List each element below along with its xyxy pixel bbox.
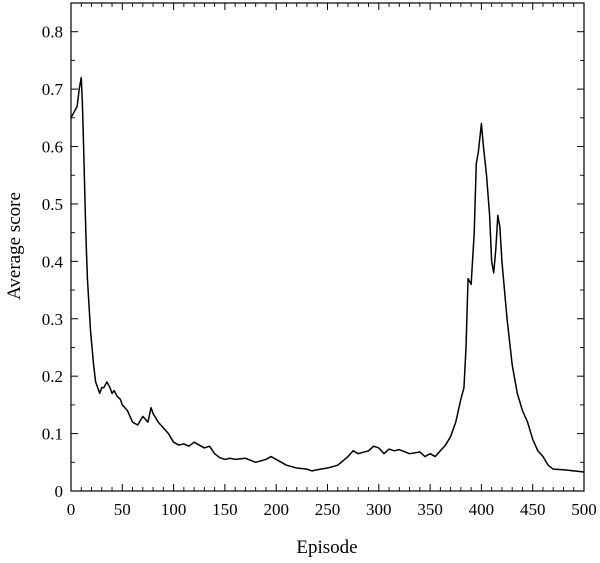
y-tick-label: 0.4 xyxy=(42,252,64,271)
y-tick-label: 0.7 xyxy=(42,80,64,99)
x-tick-label: 350 xyxy=(417,500,443,519)
plot-border xyxy=(70,2,585,492)
series-line-1 xyxy=(70,76,585,473)
y-tick-label: 0.5 xyxy=(42,195,63,214)
ticks-layer: 0 50 100 150 200 250 300 350 400 450 500 0 0.1 0.2 0.3… xyxy=(42,3,597,519)
y-tick-label: 0.8 xyxy=(42,23,63,42)
y-tick-label: 0.6 xyxy=(42,138,63,157)
x-tick-label: 400 xyxy=(469,500,495,519)
x-tick-label: 450 xyxy=(520,500,546,519)
x-tick-label: 150 xyxy=(212,500,238,519)
y-tick-label: 0 xyxy=(55,482,64,501)
y-tick-label: 0.1 xyxy=(42,425,63,444)
x-axis-label: Episode xyxy=(296,537,357,558)
series-layer xyxy=(70,76,585,473)
x-tick-label: 500 xyxy=(571,500,597,519)
y-axis-label: Average score xyxy=(4,192,25,300)
x-tick-label: 250 xyxy=(315,500,341,519)
x-tick-label: 0 xyxy=(67,500,76,519)
y-tick-label: 0.3 xyxy=(42,310,63,329)
x-tick-label: 50 xyxy=(114,500,131,519)
plot-frame xyxy=(70,2,585,492)
y-tick-label: 0.2 xyxy=(42,367,63,386)
x-tick-label: 100 xyxy=(161,500,187,519)
x-tick-label: 300 xyxy=(366,500,392,519)
x-tick-label: 200 xyxy=(263,500,289,519)
